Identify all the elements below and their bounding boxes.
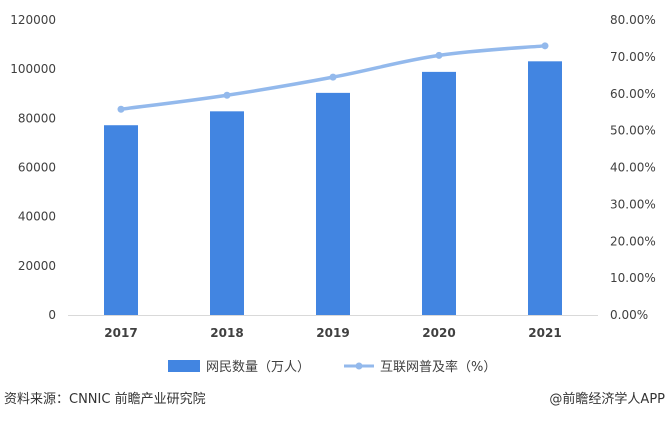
- right-tick-label: 0.00%: [610, 308, 648, 322]
- bar: [104, 125, 138, 315]
- left-tick-label: 120000: [10, 13, 56, 27]
- left-tick-label: 0: [48, 308, 56, 322]
- bar: [316, 92, 350, 315]
- bar: [210, 111, 244, 316]
- x-tick-label: 2017: [104, 326, 137, 340]
- x-axis-labels: 2017 2018 2019 2020 2021: [104, 326, 561, 340]
- right-tick-label: 40.00%: [610, 161, 656, 175]
- line-series: [117, 42, 549, 113]
- chart: 0 20000 40000 60000 80000 100000 120000 0.00% 1…: [10, 13, 656, 375]
- x-tick-label: 2018: [210, 326, 243, 340]
- right-tick-label: 50.00%: [610, 124, 656, 138]
- bar: [528, 61, 562, 316]
- right-tick-label: 80.00%: [610, 13, 656, 27]
- credit-note: @前瞻经济学人APP: [549, 392, 665, 407]
- legend-bar-swatch: [168, 360, 200, 372]
- bar-series: [104, 61, 562, 316]
- left-tick-label: 20000: [18, 259, 56, 273]
- legend: 网民数量（万人） 互联网普及率（%）: [168, 359, 496, 375]
- right-tick-label: 60.00%: [610, 87, 656, 101]
- line-point: [541, 42, 549, 50]
- x-tick-label: 2021: [528, 326, 561, 340]
- legend-line-label: 互联网普及率（%）: [380, 359, 496, 375]
- legend-bar-label: 网民数量（万人）: [206, 360, 310, 375]
- legend-line-marker: [355, 362, 363, 370]
- right-tick-label: 70.00%: [610, 50, 656, 64]
- line-point: [223, 91, 231, 99]
- right-tick-label: 20.00%: [610, 234, 656, 248]
- bar: [422, 71, 456, 315]
- line-point: [329, 73, 337, 81]
- x-tick-label: 2020: [422, 326, 455, 340]
- right-tick-label: 10.00%: [610, 271, 656, 285]
- left-tick-label: 100000: [10, 62, 56, 76]
- right-axis-ticks: 0.00% 10.00% 20.00% 30.00% 40.00% 50.00% 60.00…: [610, 13, 656, 322]
- left-axis-ticks: 0 20000 40000 60000 80000 100000 120000: [10, 13, 56, 322]
- x-tick-label: 2019: [316, 326, 349, 340]
- source-note: 资料来源：CNNIC 前瞻产业研究院: [4, 392, 206, 407]
- left-tick-label: 40000: [18, 210, 56, 224]
- left-tick-label: 60000: [18, 161, 56, 175]
- left-tick-label: 80000: [18, 111, 56, 125]
- right-tick-label: 30.00%: [610, 197, 656, 211]
- line-point: [435, 51, 443, 59]
- line-point: [117, 105, 125, 113]
